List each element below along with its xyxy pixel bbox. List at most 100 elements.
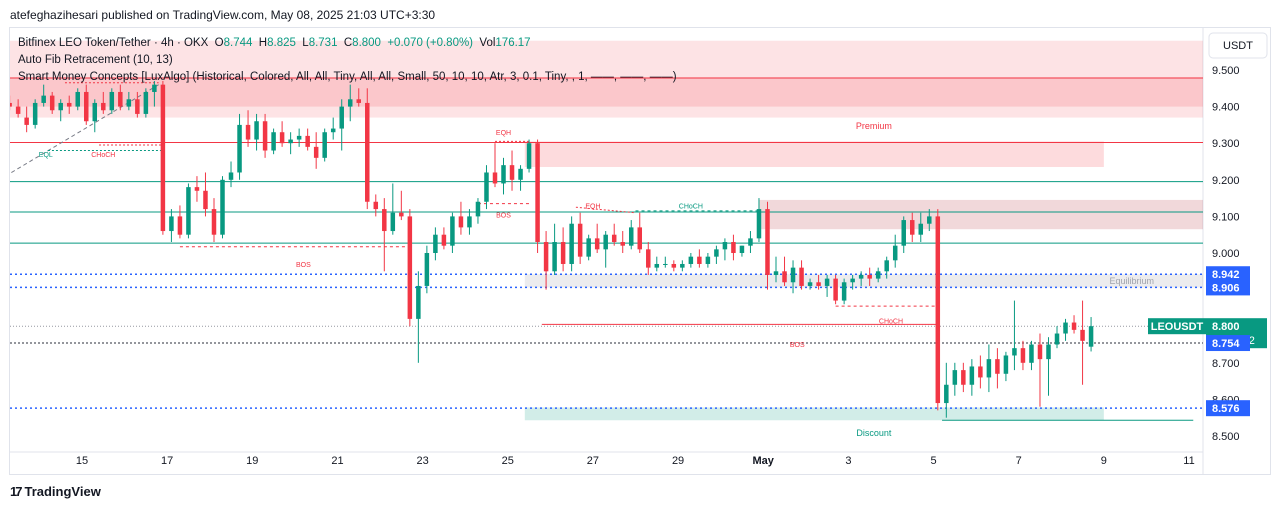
candle-down[interactable] xyxy=(697,256,702,264)
candle-up[interactable] xyxy=(1088,326,1094,347)
candle-up[interactable] xyxy=(109,91,115,111)
candle-up[interactable] xyxy=(875,271,881,279)
candle-up[interactable] xyxy=(892,245,898,261)
candle-up[interactable] xyxy=(501,165,506,184)
candle-up[interactable] xyxy=(1012,348,1017,356)
candle-down[interactable] xyxy=(211,209,217,235)
candle-up[interactable] xyxy=(271,132,276,151)
candle-up[interactable] xyxy=(475,201,481,217)
candle-up[interactable] xyxy=(143,91,149,114)
candle-up[interactable] xyxy=(75,91,80,107)
candle-down[interactable] xyxy=(833,278,838,301)
candle-down[interactable] xyxy=(1037,344,1043,360)
candle-down[interactable] xyxy=(1080,329,1085,341)
tradingview-logo[interactable]: 17 TradingView xyxy=(10,484,101,499)
candle-down[interactable] xyxy=(543,242,549,272)
candle-down[interactable] xyxy=(382,209,387,232)
candle-up[interactable] xyxy=(841,282,847,301)
candle-down[interactable] xyxy=(978,366,983,378)
candle-down[interactable] xyxy=(160,84,166,232)
candle-up[interactable] xyxy=(152,84,157,92)
candle-down[interactable] xyxy=(671,263,677,268)
candle-down[interactable] xyxy=(799,267,804,286)
candle-up[interactable] xyxy=(296,135,302,140)
candle-down[interactable] xyxy=(765,209,770,275)
candle-up[interactable] xyxy=(416,285,421,319)
candle-down[interactable] xyxy=(305,135,310,147)
candle-down[interactable] xyxy=(731,242,736,253)
candle-up[interactable] xyxy=(1046,344,1051,360)
candle-up[interactable] xyxy=(884,260,889,272)
candle-down[interactable] xyxy=(492,172,498,184)
candle-down[interactable] xyxy=(84,91,89,122)
legend-indicator-fib[interactable]: Auto Fib Retracement (10, 13) xyxy=(18,54,173,66)
candle-down[interactable] xyxy=(356,99,362,103)
candle-up[interactable] xyxy=(1003,355,1009,374)
candle-up[interactable] xyxy=(663,263,668,265)
candle-up[interactable] xyxy=(467,216,472,228)
candle-down[interactable] xyxy=(594,238,600,250)
candle-down[interactable] xyxy=(15,106,21,114)
candle-up[interactable] xyxy=(424,253,430,286)
candle-down[interactable] xyxy=(135,99,140,114)
legend-indicator-smc[interactable]: Smart Money Concepts [LuxAlgo] (Historic… xyxy=(18,71,677,83)
candle-up[interactable] xyxy=(739,245,745,253)
candle-down[interactable] xyxy=(782,271,787,283)
candle-up[interactable] xyxy=(901,220,906,246)
candle-up[interactable] xyxy=(126,99,132,107)
candle-up[interactable] xyxy=(705,256,711,264)
candle-down[interactable] xyxy=(49,95,55,111)
candle-down[interactable] xyxy=(101,102,106,111)
candle-down[interactable] xyxy=(995,359,1000,374)
candle-up[interactable] xyxy=(330,128,336,133)
candle-up[interactable] xyxy=(927,216,932,224)
candle-up[interactable] xyxy=(569,223,574,264)
candle-up[interactable] xyxy=(58,102,63,111)
candle-down[interactable] xyxy=(407,216,413,319)
candle-up[interactable] xyxy=(1029,344,1034,363)
candle-up[interactable] xyxy=(1054,333,1060,345)
candle-up[interactable] xyxy=(433,234,438,253)
candle-up[interactable] xyxy=(347,99,353,107)
candle-down[interactable] xyxy=(458,216,464,228)
candle-up[interactable] xyxy=(944,384,949,404)
chart-frame[interactable] xyxy=(9,27,1271,475)
candle-down[interactable] xyxy=(245,124,251,140)
candle-down[interactable] xyxy=(577,223,583,257)
candle-up[interactable] xyxy=(518,168,523,180)
candle-up[interactable] xyxy=(186,187,191,235)
candle-down[interactable] xyxy=(620,242,625,246)
candle-down[interactable] xyxy=(373,201,379,210)
candle-up[interactable] xyxy=(986,359,992,378)
candle-up[interactable] xyxy=(688,256,694,264)
candle-up[interactable] xyxy=(807,282,813,286)
candle-up[interactable] xyxy=(756,209,762,239)
candle-up[interactable] xyxy=(969,366,975,385)
candle-down[interactable] xyxy=(66,102,72,107)
candle-down[interactable] xyxy=(816,282,821,286)
candle-down[interactable] xyxy=(441,234,447,246)
candle-up[interactable] xyxy=(254,121,259,140)
candle-down[interactable] xyxy=(646,249,651,268)
candle-up[interactable] xyxy=(773,271,779,275)
candle-down[interactable] xyxy=(961,370,966,385)
candle-down[interactable] xyxy=(910,220,915,235)
candle-up[interactable] xyxy=(339,106,344,129)
currency-button[interactable] xyxy=(1208,32,1268,59)
candle-up[interactable] xyxy=(450,216,455,246)
candle-up[interactable] xyxy=(952,370,958,385)
legend-symbol[interactable]: Bitfinex LEO Token/Tether · 4h · OKX xyxy=(18,37,209,49)
candle-up[interactable] xyxy=(790,267,796,283)
candle-up[interactable] xyxy=(41,95,46,103)
candle-up[interactable] xyxy=(918,223,924,235)
candle-down[interactable] xyxy=(262,121,268,151)
candle-up[interactable] xyxy=(288,139,293,144)
candle-down[interactable] xyxy=(1020,348,1026,363)
candle-up[interactable] xyxy=(526,143,532,169)
candle-up[interactable] xyxy=(858,274,864,279)
candle-up[interactable] xyxy=(714,249,719,257)
candle-down[interactable] xyxy=(1071,322,1077,330)
candle-down[interactable] xyxy=(177,216,183,235)
candle-up[interactable] xyxy=(824,278,830,286)
candle-down[interactable] xyxy=(203,190,208,210)
